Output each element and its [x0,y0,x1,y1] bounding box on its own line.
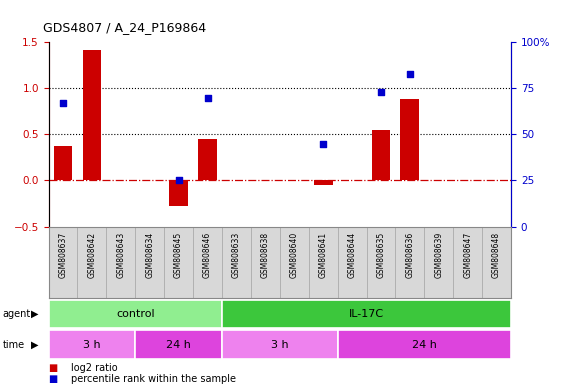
Point [58,100,67,106]
Text: ■: ■ [49,374,58,384]
Bar [372,130,391,180]
Text: IL-17C: IL-17C [349,309,384,319]
Bar [49,300,222,328]
Text: GSM808648: GSM808648 [492,232,501,278]
Text: agent: agent [3,309,31,319]
Text: GSM808646: GSM808646 [203,232,212,278]
Text: percentile rank within the sample: percentile rank within the sample [71,374,236,384]
Text: GSM808647: GSM808647 [463,232,472,278]
Text: 3 h: 3 h [83,339,100,350]
Text: GSM808644: GSM808644 [348,232,356,278]
Text: GSM808637: GSM808637 [58,232,67,278]
Text: ▶: ▶ [31,339,39,350]
Text: time: time [3,339,25,350]
Text: GSM808643: GSM808643 [116,232,125,278]
Text: GSM808636: GSM808636 [405,232,415,278]
Text: ▶: ▶ [31,309,39,319]
Text: GSM808633: GSM808633 [232,232,241,278]
Text: 24 h: 24 h [412,339,437,350]
Text: log2 ratio: log2 ratio [71,363,118,373]
Point [405,71,415,77]
Bar [313,180,332,185]
Bar [337,330,511,359]
Point [319,141,328,147]
Bar [222,330,337,359]
Text: GSM808638: GSM808638 [261,232,270,278]
Text: GSM808639: GSM808639 [435,232,443,278]
Point [174,177,183,184]
Text: 24 h: 24 h [166,339,191,350]
Text: 3 h: 3 h [271,339,288,350]
Text: GDS4807 / A_24_P169864: GDS4807 / A_24_P169864 [43,21,206,34]
Bar [54,146,73,180]
Bar [222,300,511,328]
Bar [82,50,101,180]
Text: GSM808640: GSM808640 [289,232,299,278]
Text: GSM808645: GSM808645 [174,232,183,278]
Bar [169,180,188,206]
Text: GSM808635: GSM808635 [376,232,385,278]
Text: ■: ■ [49,363,58,373]
Bar [400,99,419,180]
Point [376,89,385,95]
Text: control: control [116,309,155,319]
Point [203,94,212,101]
Text: GSM808634: GSM808634 [145,232,154,278]
Bar [49,330,135,359]
Text: GSM808641: GSM808641 [319,232,328,278]
Bar [135,330,222,359]
Bar [198,139,217,180]
Text: GSM808642: GSM808642 [87,232,96,278]
